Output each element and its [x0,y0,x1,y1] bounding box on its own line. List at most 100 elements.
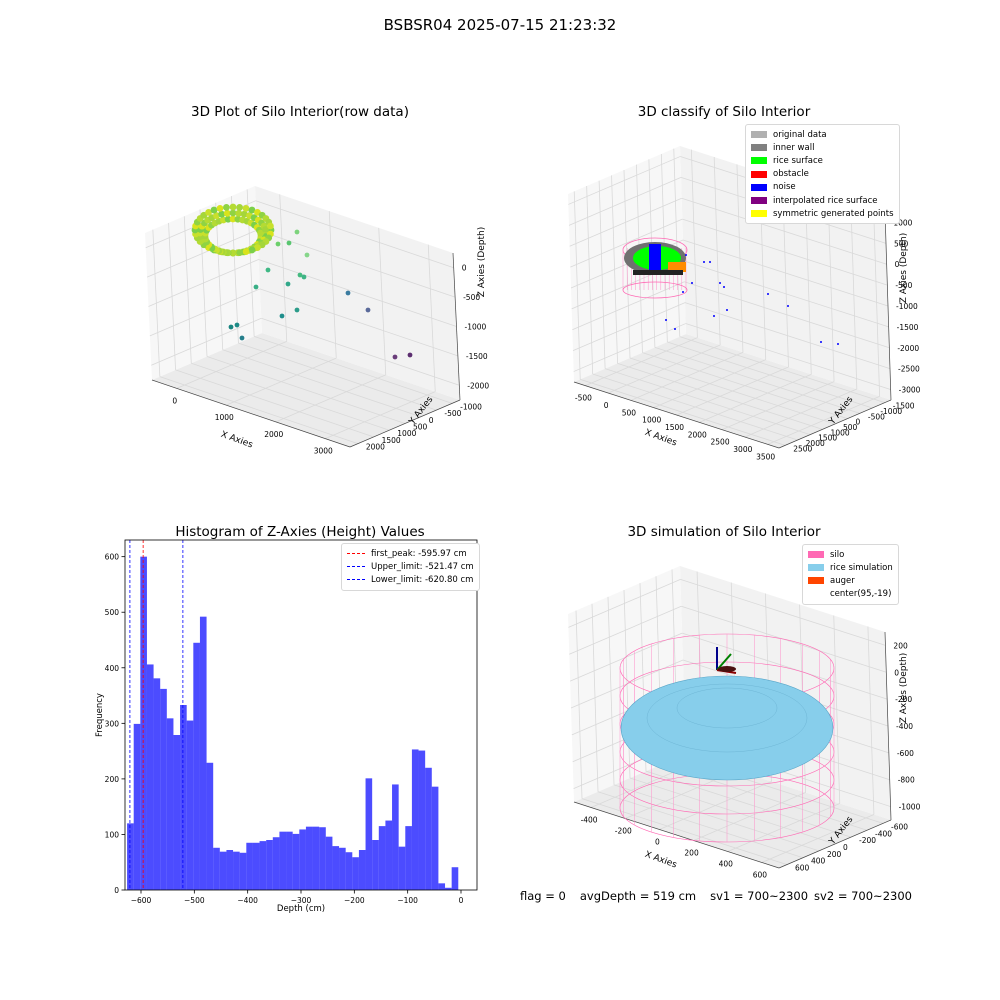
raw-point [345,290,351,296]
classify-gridline [572,281,685,331]
simulation-gridline [645,770,852,838]
raw-point [229,203,237,211]
classify-noise-point [726,309,728,311]
raw-point [304,252,310,258]
classify-gridline [683,260,889,328]
raw-point [228,324,234,330]
histogram-x-tick: −100 [397,896,418,905]
raw-point [267,222,274,230]
simulation-legend-item: center(95,-19) [808,588,893,601]
raw-z-tick: 0 [462,264,467,273]
simulation-gridline [569,605,682,655]
histogram-title: Histogram of Z-Axies (Height) Values [175,524,425,540]
classify-x-tick: 3500 [756,452,775,461]
histogram-bar [127,823,134,890]
classify-y-tick: -500 [868,412,885,421]
classify-noise-point [682,291,684,293]
histogram-bar [332,846,340,890]
histogram-bar [319,827,326,890]
raw-point [205,208,212,216]
simulation-axis-line [573,801,780,869]
raw-point [248,246,256,254]
histogram-bar [272,837,280,890]
simulation-x-tick: 400 [719,860,734,869]
classify-noise-point [787,305,789,307]
raw-point [213,212,220,220]
simulation-x-tick: -400 [581,816,598,825]
raw-axis-line [349,399,461,448]
simulation-legend-swatch [808,577,824,585]
classify-gridline [685,323,891,390]
classify-noise-point [719,282,721,284]
simulation-gridline [581,798,788,865]
figure-title: BSBSR04 2025-07-15 21:23:32 [383,16,617,34]
histogram-bar [352,857,359,890]
histogram-bar [292,833,300,890]
raw-point [229,209,237,217]
raw-gridline [254,335,453,404]
classify-legend-item: rice surface [751,154,894,167]
classify-z-tick: 1000 [893,218,912,227]
simulation-gridline [629,777,836,845]
histogram-bar [279,831,287,890]
classify-obstacle [668,262,686,272]
histogram-bar [438,883,446,890]
simulation-z-tick: 0 [894,668,899,677]
simulation-legend-swatch [808,564,824,572]
classify-gridline [604,368,811,436]
raw-gridline [258,259,457,327]
classify-gridline [642,352,848,420]
raw-point [297,272,303,278]
simulation-y-tick: 200 [827,850,842,859]
classify-y-tick: 2500 [793,444,812,453]
histogram-bar [305,826,313,890]
classify-x-tick: 1500 [665,423,684,432]
histogram-bar [392,784,399,890]
histogram-y-tick: 600 [105,553,120,562]
raw-point [285,281,291,287]
classify-legend-label: inner wall [773,142,815,153]
histogram-bar [385,820,393,890]
raw-y-tick: 0 [429,416,434,425]
histogram-legend-item: Upper_limit: -521.47 cm [347,560,474,573]
raw-point [223,203,230,211]
classify-legend-item: symmetric generated points [751,207,894,220]
raw-y-tick: -500 [444,409,461,418]
simulation-x-tick: -200 [615,827,632,836]
simulation-x-axis-label: X Axies [643,850,678,871]
histogram-bar [372,840,379,890]
raw-point [210,206,218,214]
raw-gridline [175,369,374,438]
histogram-legend-line [347,566,365,568]
simulation-z-tick: -200 [895,695,912,704]
histogram-bar [378,826,386,890]
raw-z-tick: -2000 [467,381,489,390]
raw-gridline [159,376,358,445]
raw-point [229,249,237,257]
simulation-legend-swatch [808,551,824,559]
classify-gridline [684,302,891,370]
simulation-gridline [613,784,820,852]
histogram-bar [186,720,194,890]
classify-x-tick: 2000 [688,430,707,439]
histogram-y-tick: 400 [105,664,120,673]
classify-z-tick: -3000 [899,386,921,395]
classify-noise-point [713,315,715,317]
classify-noise-point [837,343,839,345]
classify-z-tick: -1500 [897,323,919,332]
histogram-bar [246,842,253,890]
simulation-z-tick: -600 [897,749,914,758]
classify-gridline [617,362,823,430]
classify-legend-item: noise [751,181,894,194]
histogram-bar [133,723,141,890]
histogram-bar [199,616,207,890]
histogram-y-tick: 500 [105,608,120,617]
histogram-bar [358,850,366,890]
simulation-legend-label: center(95,-19) [830,589,892,600]
simulation-gridline [568,579,681,628]
classify-y-tick: -1500 [893,402,915,411]
histogram-y-tick: 100 [105,830,120,839]
raw-gridline [191,362,390,431]
classify-gridline [654,346,861,414]
classify-legend-label: original data [773,129,827,140]
